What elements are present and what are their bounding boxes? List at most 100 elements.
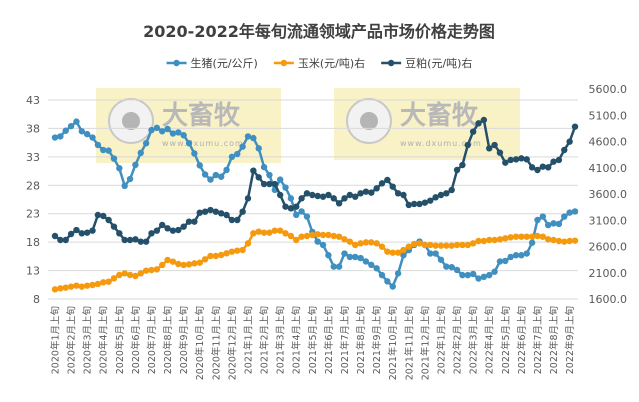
data-point <box>566 237 573 245</box>
data-point <box>287 195 295 202</box>
data-point <box>319 231 327 239</box>
data-point <box>523 233 530 240</box>
data-point <box>105 278 112 285</box>
data-point <box>319 193 327 200</box>
data-point <box>73 118 80 125</box>
data-point <box>512 252 520 259</box>
left-axis-ticks: 43 38 33 28 23 18 13 8 <box>26 94 40 306</box>
data-point <box>421 199 429 206</box>
data-point <box>228 216 236 224</box>
data-point <box>437 191 445 199</box>
watermark-url: www.dxumu.com <box>400 139 482 148</box>
data-point <box>169 258 177 265</box>
legend-label: 生猪(元/公斤) <box>191 56 258 70</box>
data-point <box>319 241 327 249</box>
data-point <box>427 197 434 204</box>
data-point <box>73 226 80 234</box>
data-point <box>89 281 96 289</box>
x-tick-label: 2021年12月上旬 <box>419 306 431 380</box>
data-point <box>142 238 150 245</box>
data-point <box>384 248 391 255</box>
data-point <box>448 242 455 249</box>
data-point <box>244 133 252 140</box>
series-layer <box>51 116 579 293</box>
data-point <box>346 238 354 245</box>
data-point <box>83 229 91 236</box>
x-tick-label: 2020年7月上旬 <box>146 306 158 374</box>
data-point <box>448 186 455 194</box>
data-point <box>394 249 402 256</box>
data-point <box>228 153 236 161</box>
data-point <box>57 236 64 244</box>
data-point <box>137 149 144 157</box>
data-point <box>201 208 209 215</box>
data-point <box>443 263 450 270</box>
data-point <box>73 282 80 289</box>
data-point <box>67 230 75 238</box>
data-point <box>555 220 563 228</box>
data-point <box>389 183 396 190</box>
data-point <box>325 191 332 199</box>
data-point <box>282 203 289 210</box>
data-point <box>534 232 541 240</box>
x-tick-label: 2021年8月上旬 <box>355 306 367 374</box>
data-point <box>571 237 579 244</box>
data-point <box>502 235 509 242</box>
data-point <box>453 241 461 249</box>
data-point <box>137 270 144 277</box>
data-point <box>239 208 246 215</box>
data-point <box>239 246 246 254</box>
data-point <box>169 227 177 234</box>
x-tick-label: 2021年4月上旬 <box>291 306 303 374</box>
x-tick-label: 2022年4月上旬 <box>484 306 496 374</box>
data-point <box>368 189 375 196</box>
left-tick-label: 38 <box>26 122 40 135</box>
data-point <box>132 161 139 169</box>
data-point <box>212 208 220 215</box>
data-point <box>201 256 209 263</box>
data-point <box>480 273 488 281</box>
data-point <box>223 250 230 257</box>
data-point <box>89 227 96 234</box>
data-point <box>448 263 455 271</box>
data-point <box>571 208 579 215</box>
data-point <box>518 233 525 240</box>
data-point <box>566 209 573 216</box>
data-point <box>293 211 300 219</box>
right-tick-label: 1600.0 <box>589 293 628 306</box>
data-point <box>110 155 118 162</box>
data-point <box>550 236 557 244</box>
data-point <box>480 237 488 245</box>
x-tick-label: 2020年8月上旬 <box>162 306 174 374</box>
data-point <box>175 260 182 268</box>
data-point <box>528 233 536 240</box>
data-point <box>443 242 450 249</box>
data-point <box>169 130 177 137</box>
watermark: 大畜牧 www.dxumu.com <box>96 88 281 163</box>
data-point <box>539 233 547 240</box>
data-point <box>276 227 284 234</box>
data-point <box>389 283 396 290</box>
data-point <box>469 270 477 278</box>
data-point <box>110 275 118 282</box>
x-tick-label: 2021年7月上旬 <box>339 306 351 374</box>
data-point <box>293 203 300 210</box>
data-point <box>389 249 396 256</box>
data-point <box>561 238 568 245</box>
data-point <box>180 223 187 230</box>
data-point <box>475 275 482 282</box>
data-point <box>207 206 214 214</box>
data-point <box>276 191 284 199</box>
data-point <box>303 213 311 220</box>
chart-title: 2020-2022年每旬流通领域产品市场价格走势图 <box>143 22 495 41</box>
data-point <box>78 128 86 135</box>
data-point <box>228 248 236 255</box>
x-tick-label: 2021年10月上旬 <box>387 306 399 380</box>
data-point <box>244 195 252 202</box>
data-point <box>523 156 530 163</box>
left-tick-label: 13 <box>26 265 40 278</box>
data-point <box>298 233 305 240</box>
data-point <box>469 240 477 247</box>
data-point <box>341 236 348 243</box>
